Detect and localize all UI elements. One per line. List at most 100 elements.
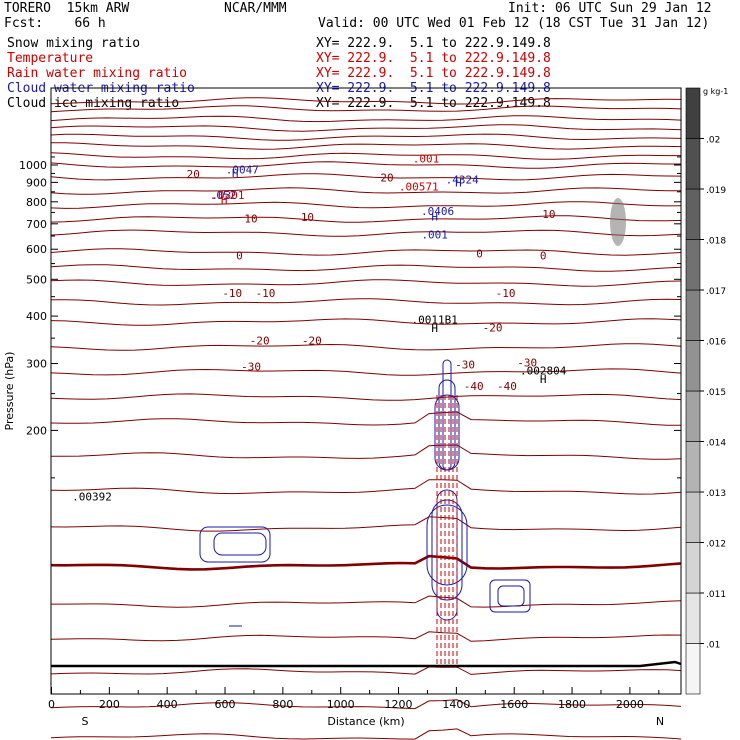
center-title: NCAR/MMM [224, 1, 287, 16]
colorbar-swatch [685, 188, 701, 240]
isotherm-line [50, 248, 682, 256]
temperature-label: 10 [244, 213, 257, 226]
isotherm-line [50, 343, 682, 351]
max-value-label: H [431, 210, 438, 223]
y-tick-label: 900 [26, 176, 47, 189]
isotherm-line [50, 173, 682, 181]
temperature-label: -20 [250, 334, 270, 347]
contour-labels: -40 -40-30 -30 -30-20 -20-20-10 -10 -100 0 010 10… [72, 153, 567, 504]
colorbar-tick-label: .018 [706, 237, 726, 247]
temperature-contours [50, 97, 682, 740]
max-value-label: H [431, 322, 438, 335]
max-value-label: .0011B1 [412, 313, 458, 326]
isotherm-line [50, 133, 682, 141]
y-tick-label: 500 [26, 273, 47, 286]
model-title: TORERO 15km ARW [4, 1, 130, 16]
field-xy-temperature: XY= 222.9. 5.1 to 222.9.149.8 [316, 51, 551, 66]
isotherm-line [50, 152, 681, 160]
colorbar-tick-label: .012 [706, 540, 726, 550]
cloud-water-contour [199, 526, 271, 563]
isotherm-line [50, 115, 682, 123]
temperature-label: -30 [241, 360, 261, 373]
colorbar-tick-label: .02 [706, 136, 720, 146]
isotherm-line [50, 229, 682, 237]
cloud-water-contour [434, 394, 460, 471]
colorbar-swatch [685, 592, 701, 644]
isotherm-line [50, 264, 682, 272]
max-value-label: H [221, 194, 228, 207]
y-tick-label: 800 [26, 196, 47, 209]
isotherm-line [50, 554, 682, 571]
colorbar-swatch [685, 390, 701, 442]
max-value-label: .4324 [446, 173, 479, 186]
max-value-label: .001 [413, 153, 440, 166]
colorbar-swatch [685, 239, 701, 291]
colorbar-swatch [685, 87, 701, 139]
colorbar-tick-label: .013 [706, 489, 726, 499]
snow-shading [610, 198, 626, 246]
max-value-label: H [455, 177, 462, 190]
temperature-label: 20 [380, 172, 393, 185]
cloud-water-contour [438, 379, 456, 471]
colorbar-tick-label: .015 [706, 388, 726, 398]
x-tick-label: 800 [272, 698, 293, 711]
field-name-snow: Snow mixing ratio [7, 36, 141, 51]
field-name-temperature: Temperature [7, 51, 94, 66]
cloud-water-contour [431, 499, 463, 601]
x-axis-right-end-label: N [656, 715, 664, 728]
max-value-label: .052 [210, 189, 237, 202]
isotherm-line [50, 368, 682, 376]
x-tick-label: 400 [157, 698, 178, 711]
field-xy-snow: XY= 222.9. 5.1 to 222.9.149.8 [316, 36, 551, 51]
isotherm-line [50, 201, 682, 209]
x-tick-label: 600 [215, 698, 236, 711]
x-tick-label: 0 [48, 698, 55, 711]
isotherm-line [50, 728, 682, 740]
temperature-label: -10 [256, 287, 276, 300]
x-tick-label: 1400 [442, 698, 470, 711]
temperature-label: -30 [517, 356, 537, 369]
isotherm-line [50, 318, 682, 326]
colorbar-tick-label: .011 [706, 590, 726, 600]
temperature-label: -40 [464, 380, 484, 393]
max-value-label: .002804 [520, 364, 567, 377]
axes: 0 200 400 600 800 1000 1200 1400 1600 1800 2000200… [19, 156, 681, 711]
isotherm-line [50, 105, 682, 113]
colorbar-tick-label: .014 [706, 439, 726, 449]
max-value-label: .00571 [399, 180, 439, 193]
y-tick-label: 400 [26, 310, 47, 323]
y-tick-label: 600 [26, 243, 47, 256]
isotherm-line [50, 393, 682, 401]
cloud-water-contour [442, 359, 452, 471]
colorbar-unit: g kg-1 [703, 87, 728, 96]
terrain-line [51, 660, 682, 668]
temperature-label: -20 [302, 334, 322, 347]
x-tick-label: 1200 [385, 698, 413, 711]
isotherm-line [50, 161, 681, 169]
colorbar-swatch [685, 643, 701, 695]
x-axis-left-end-label: S [82, 715, 89, 728]
colorbar-swatch [685, 138, 701, 190]
colorbar-swatch [685, 491, 701, 543]
temperature-label: 10 [301, 211, 314, 224]
isotherm-line [50, 187, 681, 195]
init-time: Init: 06 UTC Sun 29 Jan 12 [508, 1, 712, 16]
temperature-label: -10 [222, 287, 242, 300]
field-name-cloud-ice: Cloud ice mixing ratio [7, 96, 180, 111]
max-value-label: H [232, 167, 239, 180]
temperature-label: 10 [542, 208, 555, 221]
x-tick-label: 200 [99, 698, 120, 711]
x-tick-label: 1000 [327, 698, 355, 711]
temperature-label: 0 [236, 250, 243, 263]
max-value-label: .00392 [72, 490, 112, 503]
isotherm-line [50, 279, 682, 287]
colorbar-tick-label: .017 [706, 287, 726, 297]
temperature-label: 20 [187, 168, 200, 181]
isotherm-line [50, 298, 682, 306]
temperature-label: -30 [455, 359, 475, 372]
max-value-label: H [540, 373, 547, 386]
field-name-rain: Rain water mixing ratio [7, 66, 188, 81]
field-xy-rain: XY= 222.9. 5.1 to 222.9.149.8 [316, 66, 551, 81]
x-tick-label: 1600 [500, 698, 528, 711]
isotherm-line [50, 479, 682, 495]
